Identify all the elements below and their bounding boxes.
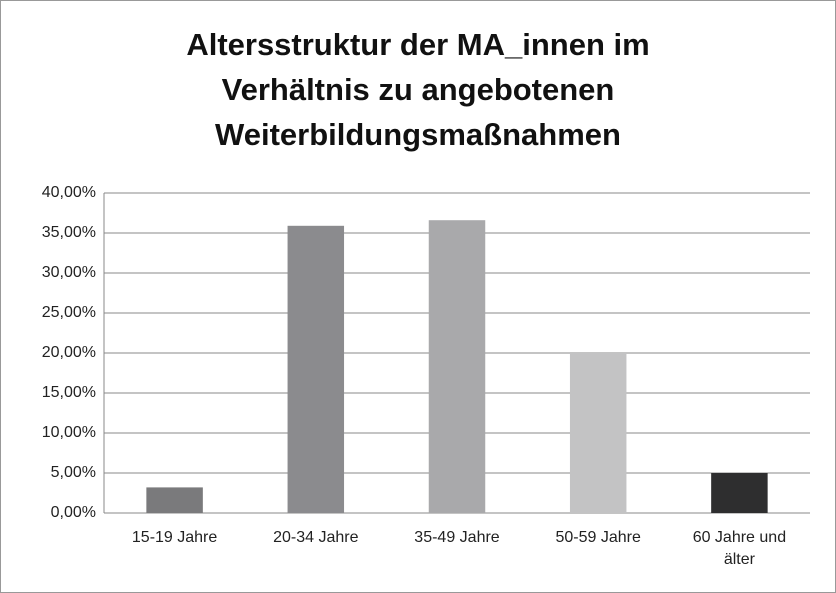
x-tick-label: 50-59 Jahre [555, 529, 641, 546]
y-tick-label: 15,00% [41, 384, 96, 401]
bar [711, 473, 768, 513]
y-tick-label: 30,00% [41, 264, 96, 281]
bar [287, 225, 345, 514]
y-tick-label: 10,00% [41, 424, 96, 441]
x-tick-label: 35-49 Jahre [414, 529, 500, 546]
x-tick-label: 15-19 Jahre [131, 529, 218, 546]
y-tick-label: 5,00% [50, 464, 96, 481]
bar [569, 353, 627, 513]
y-tick-label: 40,00% [41, 184, 96, 201]
x-tick-label: 20-34 Jahre [273, 529, 359, 546]
y-tick-label: 0,00% [50, 504, 96, 521]
bar [428, 220, 486, 513]
x-tick-label: 60 Jahre und älter [692, 529, 787, 568]
y-tick-label: 35,00% [41, 224, 96, 241]
bar [146, 487, 203, 513]
chart-title: Altersstruktur der MA_innen im Verhältni… [186, 27, 650, 152]
y-tick-label: 20,00% [41, 344, 96, 361]
y-tick-label: 25,00% [41, 304, 96, 321]
